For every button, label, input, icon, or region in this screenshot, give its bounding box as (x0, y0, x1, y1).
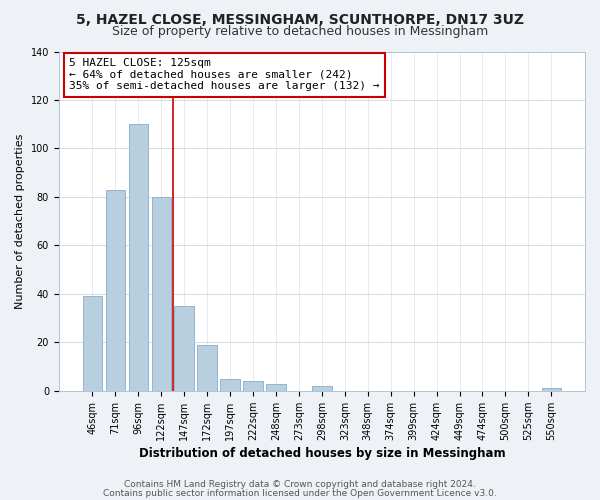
Bar (244, 381, 263, 391)
Text: 5, HAZEL CLOSE, MESSINGHAM, SCUNTHORPE, DN17 3UZ: 5, HAZEL CLOSE, MESSINGHAM, SCUNTHORPE, … (76, 12, 524, 26)
Bar (266, 384, 286, 391)
Text: 5 HAZEL CLOSE: 125sqm
← 64% of detached houses are smaller (242)
35% of semi-det: 5 HAZEL CLOSE: 125sqm ← 64% of detached … (70, 58, 380, 92)
Bar (175, 306, 194, 391)
Bar (83, 296, 102, 391)
Bar (197, 345, 217, 391)
Bar (542, 388, 561, 391)
Y-axis label: Number of detached properties: Number of detached properties (15, 134, 25, 309)
Bar (106, 190, 125, 391)
Bar (152, 197, 171, 391)
Bar (128, 124, 148, 391)
Bar (220, 378, 240, 391)
Text: Size of property relative to detached houses in Messingham: Size of property relative to detached ho… (112, 25, 488, 38)
Bar (312, 386, 332, 391)
X-axis label: Distribution of detached houses by size in Messingham: Distribution of detached houses by size … (139, 447, 505, 460)
Text: Contains HM Land Registry data © Crown copyright and database right 2024.: Contains HM Land Registry data © Crown c… (124, 480, 476, 489)
Text: Contains public sector information licensed under the Open Government Licence v3: Contains public sector information licen… (103, 488, 497, 498)
